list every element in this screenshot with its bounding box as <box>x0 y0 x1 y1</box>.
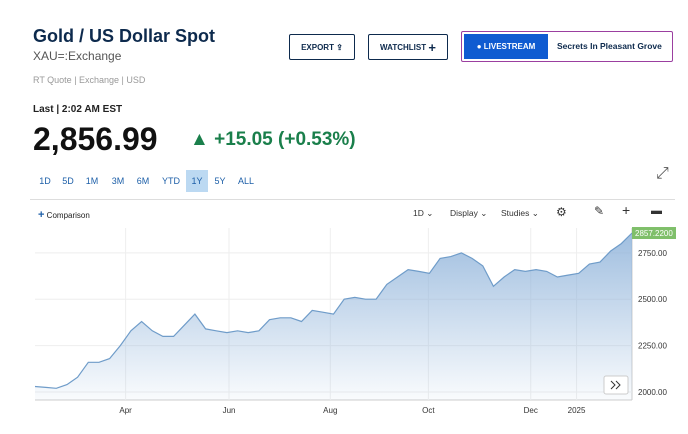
studies-label: Studies <box>501 208 530 218</box>
livestream-tag: ● LIVESTREAM <box>464 34 548 59</box>
scroll-button[interactable] <box>603 375 629 395</box>
range-button[interactable]: ALL <box>237 176 254 186</box>
studies[interactable]: Studies ⌄ <box>501 208 539 218</box>
price: 2,856.99 <box>33 121 158 157</box>
y-tick-label: 2500.00 <box>638 295 667 304</box>
divider <box>30 199 675 200</box>
x-tick-label: Apr <box>119 406 132 415</box>
crosshair-icon[interactable]: + <box>622 202 631 218</box>
settings-icon[interactable]: ⚙ <box>556 205 567 219</box>
x-tick-label: Dec <box>524 406 538 415</box>
y-tick-label: 2750.00 <box>638 249 667 258</box>
export-label: EXPORT <box>301 42 334 52</box>
range-button[interactable]: 5Y <box>214 176 226 186</box>
change: ▲ +15.05 (+0.53%) <box>190 129 356 150</box>
watchlist-button[interactable]: WATCHLIST + <box>368 34 448 60</box>
area <box>35 233 632 400</box>
scroll-icon <box>610 380 621 390</box>
draw-icon[interactable]: ✎ <box>594 204 605 218</box>
last-value-label: 2857.2200 <box>635 229 673 238</box>
expand-icon[interactable]: ⤢ <box>656 165 669 182</box>
livestream-box[interactable]: ● LIVESTREAM Secrets In Pleasant Grove <box>461 31 673 62</box>
x-tick-label: Oct <box>422 406 435 415</box>
meta: RT Quote | Exchange | USD <box>33 75 146 85</box>
export-button[interactable]: EXPORT ⇪ <box>289 34 355 60</box>
range-button[interactable]: YTD <box>162 176 180 186</box>
range-button[interactable]: 1D <box>39 176 51 186</box>
range-button[interactable]: 6M <box>136 176 150 186</box>
range-button[interactable]: 5D <box>62 176 74 186</box>
livestream-label: LIVESTREAM <box>483 42 536 51</box>
range-button[interactable]: 1Y <box>186 170 208 192</box>
x-tick-label: Jun <box>223 406 236 415</box>
y-tick-label: 2000.00 <box>638 388 667 397</box>
comment-icon[interactable]: ▬ <box>651 205 662 217</box>
interval-label: 1D <box>413 208 424 218</box>
interval[interactable]: 1D ⌄ <box>413 208 434 218</box>
symbol: XAU=:Exchange <box>33 49 122 63</box>
comparison-label: Comparison <box>46 211 90 220</box>
x-tick-label: 2025 <box>568 406 586 415</box>
y-tick-label: 2250.00 <box>638 342 667 351</box>
range-button[interactable]: 1M <box>85 176 99 186</box>
change-value: +15.05 (+0.53%) <box>214 129 356 150</box>
promo: Secrets In Pleasant Grove <box>557 41 662 51</box>
range-button[interactable]: 3M <box>111 176 125 186</box>
last-value-box <box>632 227 676 240</box>
watchlist-label: WATCHLIST <box>380 42 427 52</box>
x-tick-label: Aug <box>323 406 337 415</box>
display[interactable]: Display ⌄ <box>450 208 488 218</box>
title: Gold / US Dollar Spot <box>33 26 216 46</box>
display-label: Display <box>450 208 478 218</box>
last-label: Last | 2:02 AM EST <box>33 104 123 115</box>
comparison[interactable]: + Comparison <box>38 209 90 221</box>
line <box>34 232 633 389</box>
